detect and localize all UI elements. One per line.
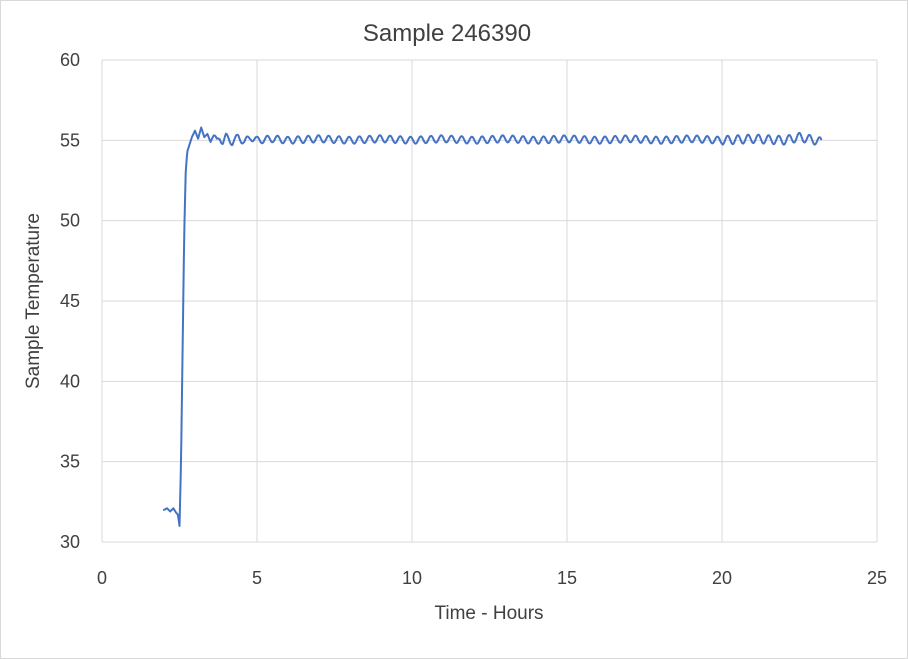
y-tick-label: 60	[60, 50, 80, 70]
x-axis-title: Time - Hours	[434, 603, 543, 624]
y-tick-label: 30	[60, 532, 80, 552]
y-tick-label: 35	[60, 452, 80, 472]
x-tick-label: 10	[402, 568, 422, 588]
series-layer	[163, 126, 823, 527]
y-tick-label: 40	[60, 371, 80, 391]
x-tick-label: 15	[557, 568, 577, 588]
x-tick-label: 25	[867, 568, 887, 588]
series-line	[163, 126, 823, 527]
chart-title: Sample 246390	[363, 20, 531, 47]
y-tick-label: 55	[60, 130, 80, 150]
x-tick-label: 5	[252, 568, 262, 588]
x-tick-labels: 0 5 10 15 20 25	[97, 568, 887, 588]
y-tick-labels: 30 35 40 45 50 55 60	[60, 50, 80, 552]
y-axis-title: Sample Temperature	[23, 213, 44, 389]
x-tick-label: 0	[97, 568, 107, 588]
y-gridlines	[102, 59, 877, 543]
y-tick-label: 50	[60, 211, 80, 231]
x-tick-label: 20	[712, 568, 732, 588]
y-tick-label: 45	[60, 291, 80, 311]
